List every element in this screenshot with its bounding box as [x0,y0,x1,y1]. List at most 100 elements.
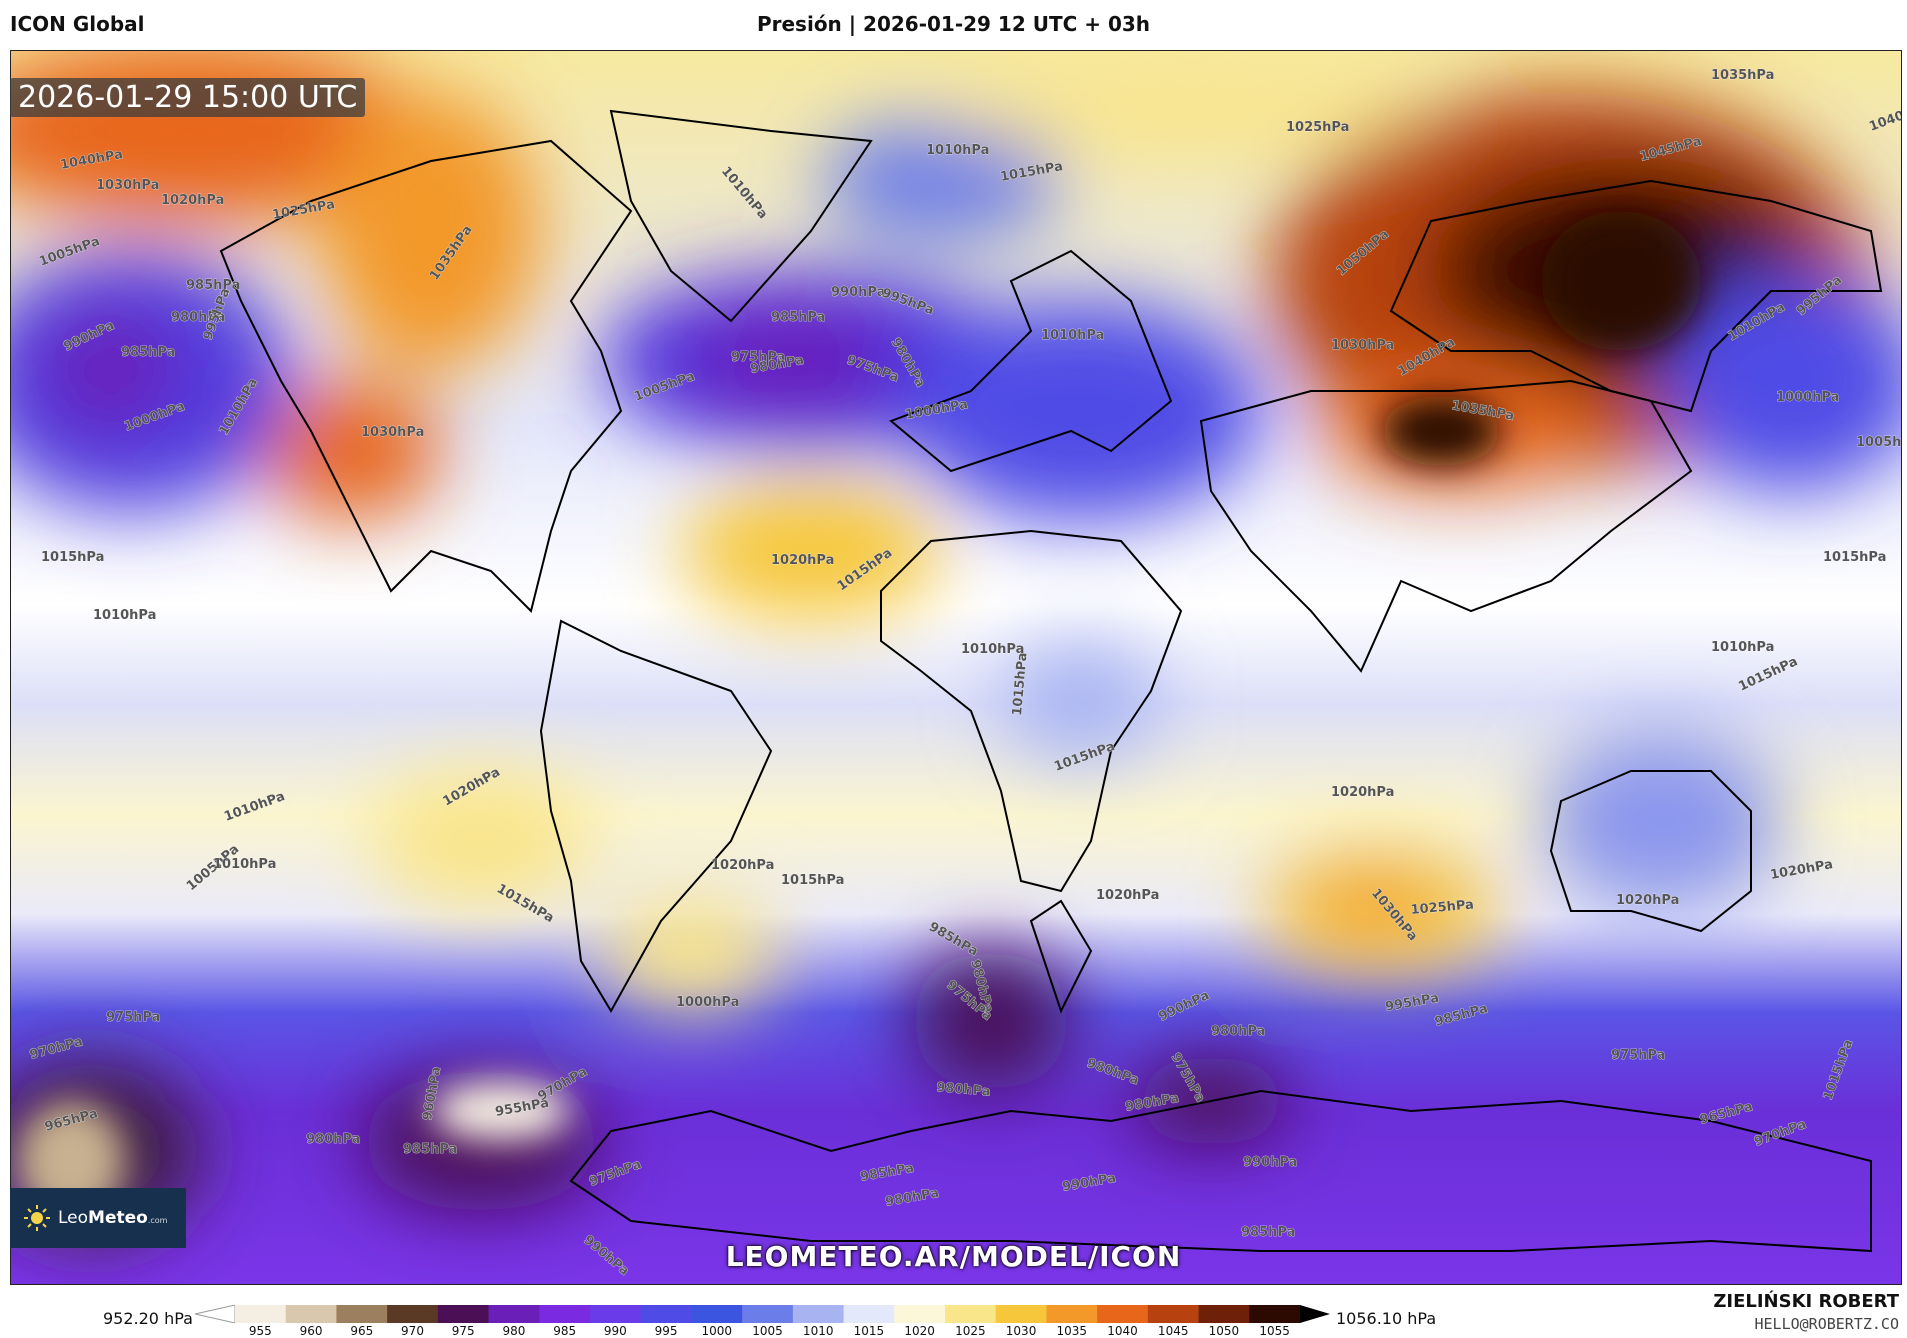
colorbar-cell [691,1305,743,1323]
isobar-label: 1010hPa [213,857,276,872]
isobar-label: 1010hPa [93,608,156,623]
author-email[interactable]: HELLO@ROBERTZ.CO [1754,1315,1900,1333]
valid-time-badge: 2026-01-29 15:00 UTC [10,78,366,117]
isobar-label: 980hPa [1211,1024,1265,1039]
colorbar-ticks: 955 960 965 970 975 980 985 990 995 1000 1005 1010 1… [0,1324,1907,1338]
isobar-label: 1020hPa [1096,888,1159,903]
isobar-label: 1010hPa [1041,328,1104,343]
model-title: ICON Global [10,12,145,36]
isobar-label: 1000hPa [676,995,739,1010]
colorbar-tick-label: 1000 [701,1324,733,1338]
colorbar-tick-label: 1035 [1056,1324,1088,1338]
colorbar-cell [1097,1305,1149,1323]
colorbar-cell [995,1305,1047,1323]
pressure-map: 1035hPa 1040hPa 1045hPa 1040hPa 1030hPa 1020h… [10,50,1902,1285]
colorbar-cell [235,1305,287,1323]
colorbar-cell [539,1305,591,1323]
colorbar-cell [792,1305,845,1323]
isobar-label: 985hPa [403,1142,457,1157]
colorbar-min-label: 952.20 hPa [103,1309,193,1328]
site-url[interactable]: LEOMETEO.AR/MODEL/ICON [725,1240,1182,1273]
isobar-label: 975hPa [731,350,785,365]
isobar-label: 1020hPa [711,858,774,873]
isobar-label: 1000hPa [1776,390,1839,405]
colorbar-cell [1147,1305,1200,1323]
colorbar-tick-label: 960 [299,1324,323,1338]
colorbar-tick-label: 1025 [955,1324,986,1338]
colorbar-cell [437,1305,490,1323]
isobar-label: 980hPa [936,1080,991,1100]
colorbar-tick-label: 970 [401,1324,424,1338]
isobar-label: 1035hPa [1711,68,1774,83]
isobar-label: 1030hPa [1331,338,1394,353]
colorbar-tick-label: 1055 [1259,1324,1290,1338]
isobar-label: 1015hPa [1823,550,1886,565]
isobar-label: 990hPa [831,285,885,300]
colorbar-cell [894,1305,946,1323]
coastlines [219,109,1883,1253]
isobar-label: 1015hPa [41,550,104,565]
colorbar-cell [1046,1305,1098,1323]
colorbar-tick-label: 1010 [802,1324,834,1338]
isobar-label: 985hPa [771,310,825,325]
sun-icon [24,1205,50,1231]
colorbar-cell [1198,1305,1250,1323]
colorbar-tick-label: 1005 [752,1324,783,1338]
colorbar-tick-label: 1050 [1208,1324,1240,1338]
isobar-label: 1020hPa [1331,785,1394,800]
isobar-label: 990hPa [1243,1155,1297,1170]
isobar-label: 1020hPa [161,193,224,208]
colorbar-tick-label: 1045 [1157,1324,1189,1338]
colorbar-max-arrow [1300,1305,1330,1323]
isobar-label: 975hPa [106,1010,160,1025]
isobar-label: 1030hPa [361,425,424,440]
colorbar-cell [387,1305,439,1323]
logo-text: LeoMeteo.com [58,1208,168,1228]
isobar-label: 980hPa [306,1132,360,1147]
isobar-label: 1025hPa [1286,120,1349,135]
colorbar-min-arrow [195,1305,236,1323]
pressure-field: 1035hPa1040hPa1045hPa1040hPa1030hPa1020h… [11,51,1901,1284]
isobar-label: 1005hPa [1856,435,1901,450]
isobar-label: 1015hPa [781,873,844,888]
colorbar-cell [285,1305,337,1323]
isobar-label: 985hPa [121,345,175,360]
leometeo-logo[interactable]: LeoMeteo.com [10,1188,186,1248]
isobar-label: 985hPa [186,278,240,293]
pressure-colorbar [195,1305,1330,1323]
colorbar-tick-label: 975 [451,1324,475,1338]
isobar-label: 1010hPa [961,642,1024,657]
colorbar-tick-label: 980 [502,1324,526,1338]
colorbar-tick-label: 985 [553,1324,577,1338]
isobar-label: 1010hPa [1711,640,1774,655]
isobar-label: 1020hPa [1616,893,1679,908]
isobar-label: 975hPa [1611,1048,1665,1063]
colorbar-tick-label: 965 [350,1324,374,1338]
colorbar-tick-label: 1015 [853,1324,885,1338]
isobar-label: 980hPa [171,310,225,325]
isobar-label: 985hPa [1241,1225,1295,1240]
header: ICON Global Presión | 2026-01-29 12 UTC … [0,0,1907,50]
colorbar-tick-label: 955 [248,1324,272,1338]
isobar-label: 1025hPa [1410,898,1474,918]
chart-title: Presión | 2026-01-29 12 UTC + 03h [756,12,1151,36]
colorbar-cell [336,1305,388,1323]
author-name: ZIELIŃSKI ROBERT [1713,1291,1899,1312]
colorbar-tick-label: 1040 [1107,1324,1138,1338]
colorbar-tick-label: 990 [603,1324,627,1338]
colorbar-cell [945,1305,997,1323]
colorbar-cell [742,1305,794,1323]
isobar-label: 1030hPa [96,178,159,193]
colorbar-cell [843,1305,895,1323]
isobar-label: 1020hPa [771,553,834,568]
isobar-label: 1010hPa [926,143,989,158]
colorbar-cell [590,1305,642,1323]
colorbar-cell [1249,1305,1301,1323]
colorbar-tick-label: 1030 [1005,1324,1037,1338]
footer: 952.20 hPa 955 960 965 970 975 980 985 990 995 10… [0,1285,1907,1338]
colorbar-tick-label: 1020 [904,1324,935,1338]
colorbar-cell [640,1305,692,1323]
colorbar-tick-label: 995 [654,1324,678,1338]
colorbar-cell [488,1305,540,1323]
isobar-label: 1015hPa [1010,652,1030,716]
